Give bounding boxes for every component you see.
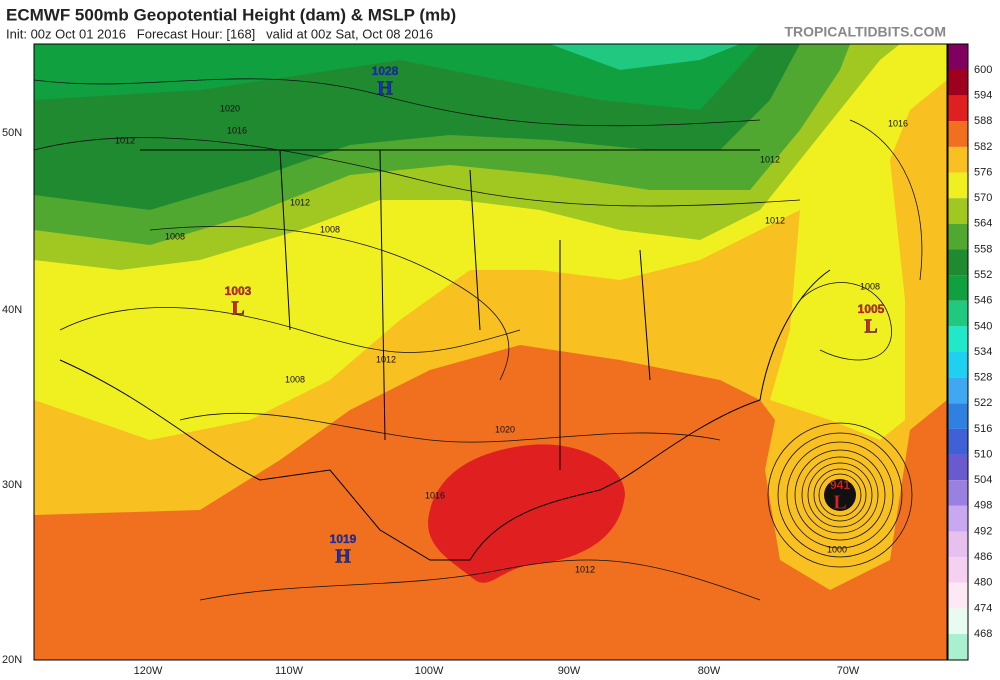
colorbar-label: 522 xyxy=(974,397,992,409)
colorbar-segment xyxy=(948,531,968,558)
lon-label: 80W xyxy=(698,665,721,677)
lat-label: 20N xyxy=(2,654,22,666)
band-546 xyxy=(550,44,740,70)
borders xyxy=(59,149,831,561)
pressure-symbol: L xyxy=(864,316,877,338)
pressure-value: 1005 xyxy=(858,302,885,316)
colorbar-label: 540 xyxy=(974,320,992,332)
colorbar-label: 486 xyxy=(974,551,992,563)
colorbar-segment xyxy=(948,377,968,404)
isobar-label: 1008 xyxy=(320,224,340,234)
pressure-value: 941 xyxy=(830,478,850,492)
lon-label: 90W xyxy=(558,665,581,677)
lon-label: 110W xyxy=(275,665,304,677)
hurricane-isobars xyxy=(767,422,913,568)
isobar-label: 1012 xyxy=(765,215,785,225)
isobar-label: 1020 xyxy=(220,103,240,113)
isobar-label: 1012 xyxy=(290,197,310,207)
colorbar-label: 600 xyxy=(974,64,992,76)
colorbar-label: 528 xyxy=(974,372,992,384)
map-frame xyxy=(33,43,948,661)
colorbar-segment xyxy=(948,223,968,250)
colorbar-label: 510 xyxy=(974,448,992,460)
colorbar-label: 546 xyxy=(974,295,992,307)
colorbar-segment xyxy=(948,608,968,634)
isobar-label: 1012 xyxy=(376,354,396,364)
lon-label: 100W xyxy=(415,665,444,677)
colorbar-segment xyxy=(948,634,968,660)
colorbar-label: 504 xyxy=(974,474,992,486)
pressure-symbol: L xyxy=(231,298,244,320)
isobar-label: 1012 xyxy=(760,154,780,164)
colorbar-segment xyxy=(948,428,968,455)
colorbar-segment xyxy=(948,454,968,481)
colorbar-segment xyxy=(948,95,968,122)
colorbar-segment xyxy=(948,582,968,609)
colorbar-label: 576 xyxy=(974,166,992,178)
pressure-symbol: H xyxy=(335,546,351,568)
lat-label: 50N xyxy=(2,127,22,139)
isobars xyxy=(34,78,923,601)
colorbar-label: 564 xyxy=(974,218,992,230)
isobar-label: 1008 xyxy=(165,231,185,241)
colorbar-segment xyxy=(948,275,968,301)
colorbar-label: 516 xyxy=(974,423,992,435)
map-area xyxy=(33,43,948,661)
colorbar-frame xyxy=(947,43,969,661)
lon-label: 120W xyxy=(134,665,163,677)
colorbar-segment xyxy=(948,557,968,583)
colorbar-label: 552 xyxy=(974,269,992,281)
band-552 xyxy=(34,44,760,110)
colorbar-label: 468 xyxy=(974,628,992,640)
colorbar-label: 480 xyxy=(974,577,992,589)
colorbar-label: 492 xyxy=(974,525,992,537)
colorbar-segment xyxy=(948,172,968,199)
colorbar-segment xyxy=(948,403,968,429)
pressure-value: 1028 xyxy=(372,64,399,78)
isobar-label: 1016 xyxy=(888,118,908,128)
lat-label: 30N xyxy=(2,479,22,491)
band-594 xyxy=(428,444,625,583)
colorbar-segment xyxy=(948,326,968,352)
colorbar-label: 588 xyxy=(974,115,992,127)
isobar-label: 1016 xyxy=(425,490,445,500)
colorbar-segment xyxy=(948,146,968,173)
pressure-value: 1003 xyxy=(225,284,252,298)
lon-label: 70W xyxy=(837,665,860,677)
pressure-symbol: L xyxy=(833,492,846,514)
isobar-label: 1000 xyxy=(827,544,847,554)
colorbar-label: 474 xyxy=(974,602,992,614)
site-name: TROPICALTIDBITS.COM xyxy=(784,24,946,40)
pressure-symbol: H xyxy=(377,78,393,100)
isobar-label: 1012 xyxy=(575,564,595,574)
colorbar-segment xyxy=(948,505,968,532)
colorbar-label: 582 xyxy=(974,141,992,153)
isobar-label: 1008 xyxy=(285,374,305,384)
pressure-value: 1019 xyxy=(330,532,357,546)
colorbar-segment xyxy=(948,198,968,224)
lat-label: 40N xyxy=(2,304,22,316)
isobar-label: 1012 xyxy=(115,135,135,145)
colorbar-segment xyxy=(948,249,968,276)
run-info: Init: 00z Oct 01 2016 Forecast Hour: [16… xyxy=(6,26,433,41)
colorbar-segment xyxy=(948,121,968,147)
colorbar-label: 594 xyxy=(974,90,992,102)
colorbar-segment xyxy=(948,352,968,378)
colorbar-label: 534 xyxy=(974,346,992,358)
isobar-label: 1020 xyxy=(495,424,515,434)
colorbar-segment xyxy=(948,480,968,506)
colorbar-label: 570 xyxy=(974,192,992,204)
isobar-label: 1016 xyxy=(227,125,247,135)
colorbar-label: 498 xyxy=(974,500,992,512)
colorbar-segment xyxy=(948,44,968,70)
colorbar-segment xyxy=(948,300,968,327)
title: ECMWF 500mb Geopotential Height (dam) & … xyxy=(6,5,456,24)
colorbar-segment xyxy=(948,70,968,96)
isobar-label: 1008 xyxy=(860,281,880,291)
colorbar-label: 558 xyxy=(974,243,992,255)
